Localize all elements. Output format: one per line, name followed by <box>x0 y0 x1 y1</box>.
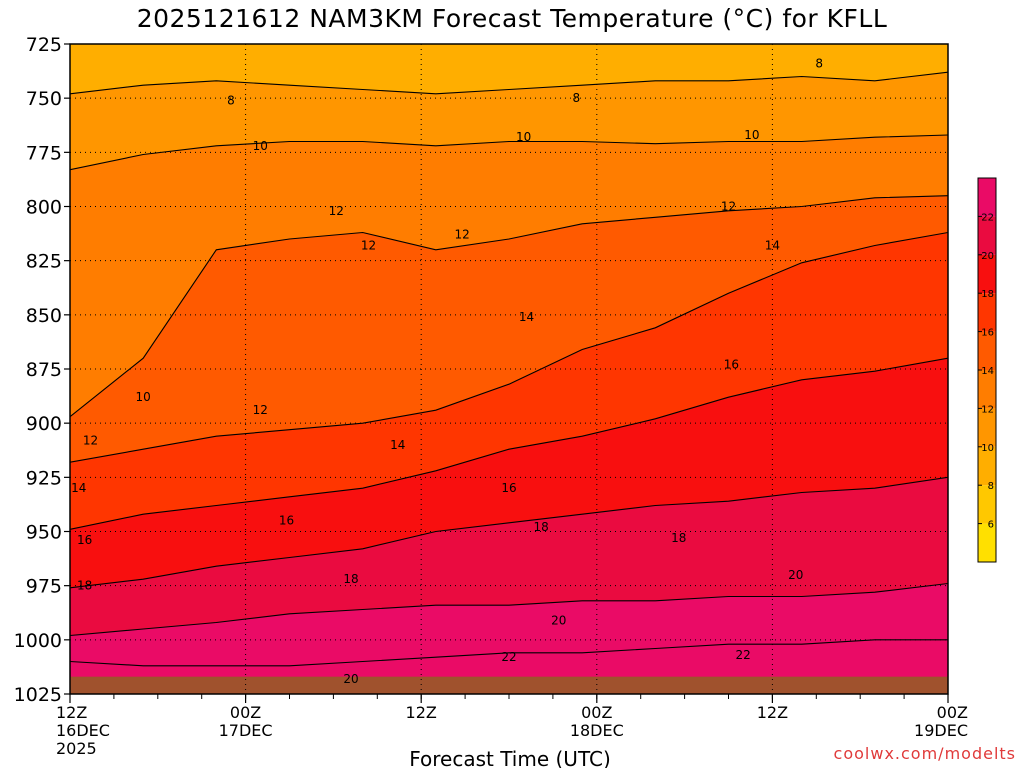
isotherm-line-20 <box>70 582 948 637</box>
temp-band <box>70 44 948 94</box>
contour-label: 16 <box>724 358 739 372</box>
contour-label: 16 <box>279 514 294 528</box>
isotherm-line-10 <box>70 134 948 171</box>
contour-label: 12 <box>361 239 376 253</box>
y-tick-label: 975 <box>26 576 62 598</box>
x-tick-label: 16DEC <box>56 721 110 740</box>
contour-label: 18 <box>343 572 358 586</box>
temp-band <box>70 72 948 170</box>
contour-label: 18 <box>77 579 92 593</box>
contour-label: 22 <box>735 648 750 662</box>
y-tick-label: 825 <box>26 251 62 273</box>
y-tick-label: 875 <box>26 359 62 381</box>
x-tick-label: 2025 <box>56 739 97 758</box>
contour-label: 20 <box>788 568 803 582</box>
isotherm-line-18 <box>70 476 948 589</box>
credit-text: coolwx.com/modelts <box>833 744 1016 763</box>
x-tick-label: 00Z <box>937 703 968 722</box>
contour-label: 14 <box>71 481 86 495</box>
colorbar-label: 12 <box>981 404 994 415</box>
surface-band <box>70 676 948 694</box>
colorbar-swatch <box>978 370 996 409</box>
contour-label: 8 <box>815 57 823 71</box>
y-tick-label: 800 <box>26 197 62 219</box>
contour-label: 12 <box>83 434 98 448</box>
contour-label: 14 <box>390 438 405 452</box>
isotherm-line-16 <box>70 357 948 530</box>
colorbar-label: 8 <box>988 481 994 492</box>
colorbar-label: 10 <box>981 443 994 454</box>
contour-label: 12 <box>455 228 470 242</box>
isotherm-line-12 <box>70 195 948 418</box>
colorbar-label: 16 <box>981 328 994 339</box>
y-tick-label: 775 <box>26 142 62 164</box>
contour-label: 20 <box>551 613 566 627</box>
colorbar-label: 14 <box>981 366 994 377</box>
temp-band <box>70 135 948 417</box>
contour-label: 16 <box>501 481 516 495</box>
contour-label: 10 <box>744 128 759 142</box>
contour-label: 12 <box>253 403 268 417</box>
y-tick-label: 900 <box>26 413 62 435</box>
temp-band <box>70 583 948 666</box>
y-tick-label: 850 <box>26 305 62 327</box>
x-tick-label: 12Z <box>56 703 87 722</box>
contour-label: 10 <box>136 390 151 404</box>
contour-label: 22 <box>501 650 516 664</box>
contour-label: 16 <box>77 533 92 547</box>
temp-band <box>70 195 948 463</box>
y-tick-label: 750 <box>26 88 62 110</box>
y-tick-label: 925 <box>26 467 62 489</box>
temp-band <box>70 232 948 530</box>
contour-label: 20 <box>343 672 358 686</box>
colorbar-label: 20 <box>981 251 994 262</box>
contour-label: 12 <box>329 204 344 218</box>
isotherm-line-22 <box>70 639 948 667</box>
colorbar-swatch <box>978 408 996 447</box>
x-tick-label: 19DEC <box>914 721 968 740</box>
isotherm-line-14 <box>70 231 948 463</box>
colorbar-label: 6 <box>988 520 994 531</box>
contour-label: 18 <box>534 520 549 534</box>
x-tick-label: 00Z <box>581 703 612 722</box>
colorbar-swatch <box>978 216 996 255</box>
contour-label: 10 <box>253 139 268 153</box>
contour-label: 18 <box>671 531 686 545</box>
colorbar-label: 18 <box>981 289 994 300</box>
colorbar-swatch <box>978 178 996 217</box>
colorbar-swatch <box>978 485 996 524</box>
colorbar-swatch <box>978 523 996 562</box>
contour-label: 8 <box>227 93 235 107</box>
contour-label: 12 <box>721 200 736 214</box>
chart-title: 2025121612 NAM3KM Forecast Temperature (… <box>136 4 888 33</box>
contour-label: 14 <box>765 239 780 253</box>
temp-band <box>70 358 948 588</box>
y-tick-label: 725 <box>26 34 62 56</box>
colorbar-swatch <box>978 446 996 486</box>
x-tick-label: 00Z <box>230 703 261 722</box>
x-tick-label: 12Z <box>757 703 788 722</box>
y-tick-label: 1025 <box>14 684 62 706</box>
x-axis-label: Forecast Time (UTC) <box>409 747 611 768</box>
colorbar-swatch <box>978 331 996 370</box>
y-tick-label: 1000 <box>14 630 62 652</box>
isotherm-line-8 <box>70 71 948 95</box>
colorbar-label: 22 <box>981 212 994 223</box>
contour-label: 10 <box>516 130 531 144</box>
x-tick-label: 17DEC <box>219 721 273 740</box>
x-tick-label: 12Z <box>406 703 437 722</box>
colorbar-swatch <box>978 254 996 294</box>
contour-label: 14 <box>519 310 534 324</box>
colorbar-swatch <box>978 293 996 332</box>
y-tick-label: 950 <box>26 522 62 544</box>
x-tick-label: 18DEC <box>570 721 624 740</box>
contour-label: 8 <box>572 91 580 105</box>
